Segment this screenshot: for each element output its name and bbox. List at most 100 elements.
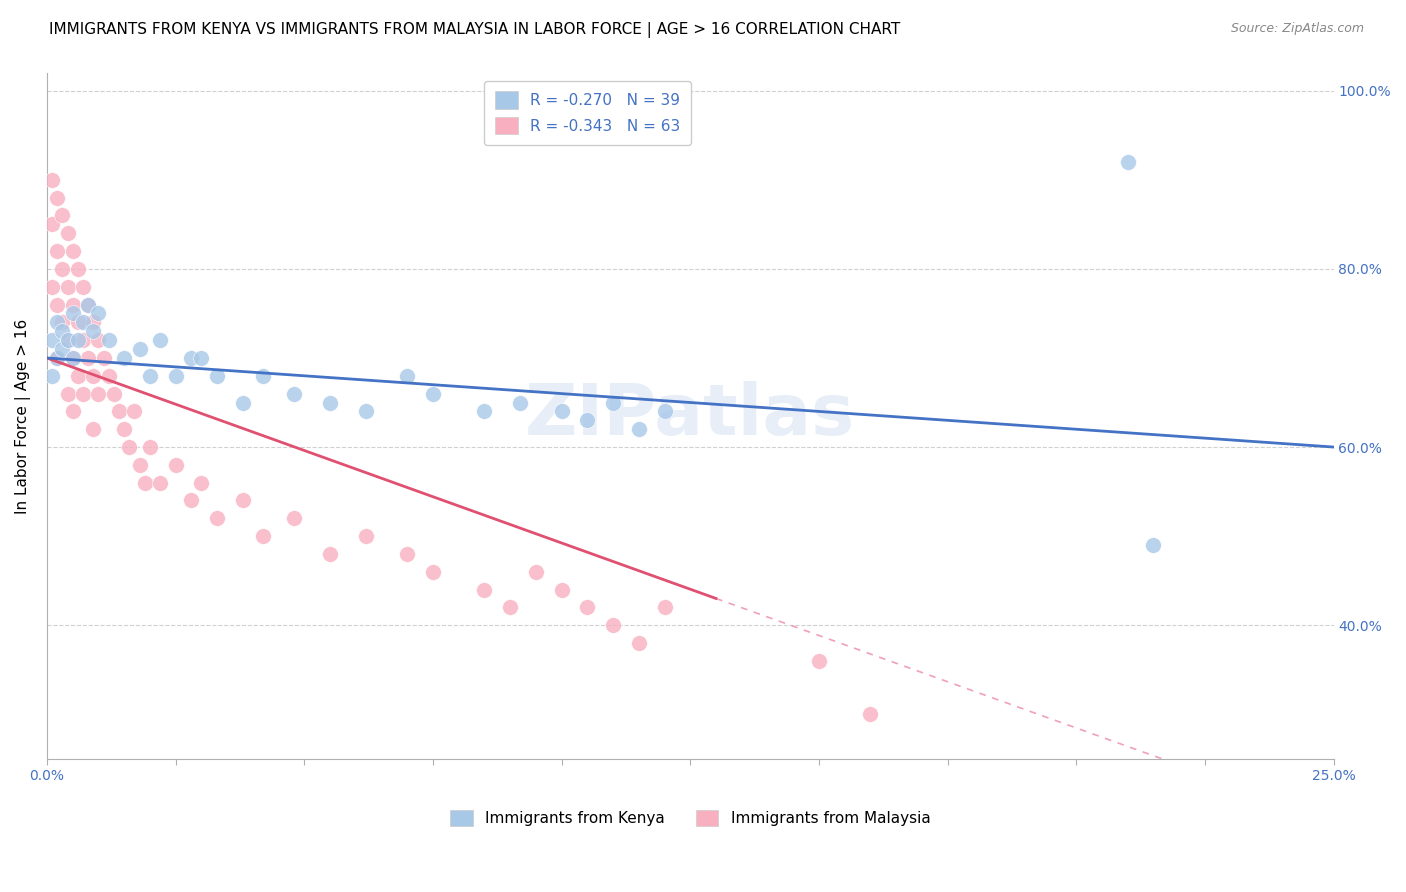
Point (77, 297, 100, 311)
Point (859, 707, 882, 722)
Point (51, 209, 73, 223)
Point (72, 279, 94, 293)
Point (576, 600, 599, 615)
Point (82, 315, 104, 329)
Point (283, 511, 305, 525)
Point (41, 173, 63, 187)
Legend: Immigrants from Kenya, Immigrants from Malaysia: Immigrants from Kenya, Immigrants from M… (444, 804, 936, 832)
Point (51, 342, 73, 356)
Point (165, 458, 187, 472)
Point (72, 333, 94, 347)
Point (139, 368, 162, 383)
Point (180, 493, 202, 508)
Point (602, 395, 624, 409)
Point (396, 368, 419, 383)
Point (62, 351, 84, 365)
Point (1142, 538, 1164, 552)
Point (602, 618, 624, 632)
Point (205, 511, 228, 525)
Point (46, 191, 69, 205)
Point (56, 227, 79, 241)
Point (124, 404, 146, 418)
Point (82, 368, 104, 383)
Point (283, 386, 305, 401)
Point (103, 386, 125, 401)
Point (190, 351, 212, 365)
Point (41, 279, 63, 293)
Point (66, 333, 89, 347)
Point (128, 458, 150, 472)
Point (807, 654, 830, 668)
Point (118, 440, 141, 454)
Point (46, 351, 69, 365)
Y-axis label: In Labor Force | Age > 16: In Labor Force | Age > 16 (15, 318, 31, 514)
Point (576, 413, 599, 427)
Point (62, 297, 84, 311)
Point (41, 333, 63, 347)
Point (77, 297, 100, 311)
Point (190, 475, 212, 490)
Point (56, 333, 79, 347)
Point (62, 404, 84, 418)
Point (56, 333, 79, 347)
Point (550, 404, 572, 418)
Point (654, 600, 676, 615)
Point (72, 386, 94, 401)
Point (56, 279, 79, 293)
Point (524, 565, 547, 579)
Point (319, 547, 342, 561)
Point (62, 351, 84, 365)
Point (354, 529, 377, 543)
Text: Source: ZipAtlas.com: Source: ZipAtlas.com (1230, 22, 1364, 36)
Point (422, 386, 444, 401)
Point (654, 404, 676, 418)
Point (149, 333, 172, 347)
Point (252, 368, 274, 383)
Point (396, 547, 419, 561)
Point (354, 404, 377, 418)
Point (41, 368, 63, 383)
Point (134, 475, 156, 490)
Point (66, 368, 89, 383)
Point (93, 351, 115, 365)
Point (252, 529, 274, 543)
Point (51, 261, 73, 276)
Point (82, 422, 104, 436)
Point (112, 351, 135, 365)
Point (499, 600, 522, 615)
Point (62, 244, 84, 259)
Point (87, 386, 110, 401)
Point (46, 297, 69, 311)
Point (474, 582, 496, 597)
Point (51, 324, 73, 338)
Point (66, 315, 89, 329)
Point (46, 351, 69, 365)
Point (550, 582, 572, 597)
Point (46, 244, 69, 259)
Point (422, 565, 444, 579)
Point (66, 261, 89, 276)
Point (231, 395, 253, 409)
Point (112, 422, 135, 436)
Point (627, 422, 650, 436)
Point (87, 306, 110, 320)
Point (108, 404, 131, 418)
Point (319, 395, 342, 409)
Point (56, 386, 79, 401)
Text: IMMIGRANTS FROM KENYA VS IMMIGRANTS FROM MALAYSIA IN LABOR FORCE | AGE > 16 CORR: IMMIGRANTS FROM KENYA VS IMMIGRANTS FROM… (49, 22, 900, 38)
Point (165, 368, 187, 383)
Point (72, 315, 94, 329)
Point (46, 315, 69, 329)
Point (87, 333, 110, 347)
Point (474, 404, 496, 418)
Point (97, 333, 120, 347)
Point (1116, 155, 1139, 169)
Point (97, 368, 120, 383)
Point (128, 342, 150, 356)
Text: ZIPatlas: ZIPatlas (526, 382, 855, 450)
Point (180, 351, 202, 365)
Point (82, 324, 104, 338)
Point (509, 395, 531, 409)
Point (149, 475, 172, 490)
Point (41, 218, 63, 232)
